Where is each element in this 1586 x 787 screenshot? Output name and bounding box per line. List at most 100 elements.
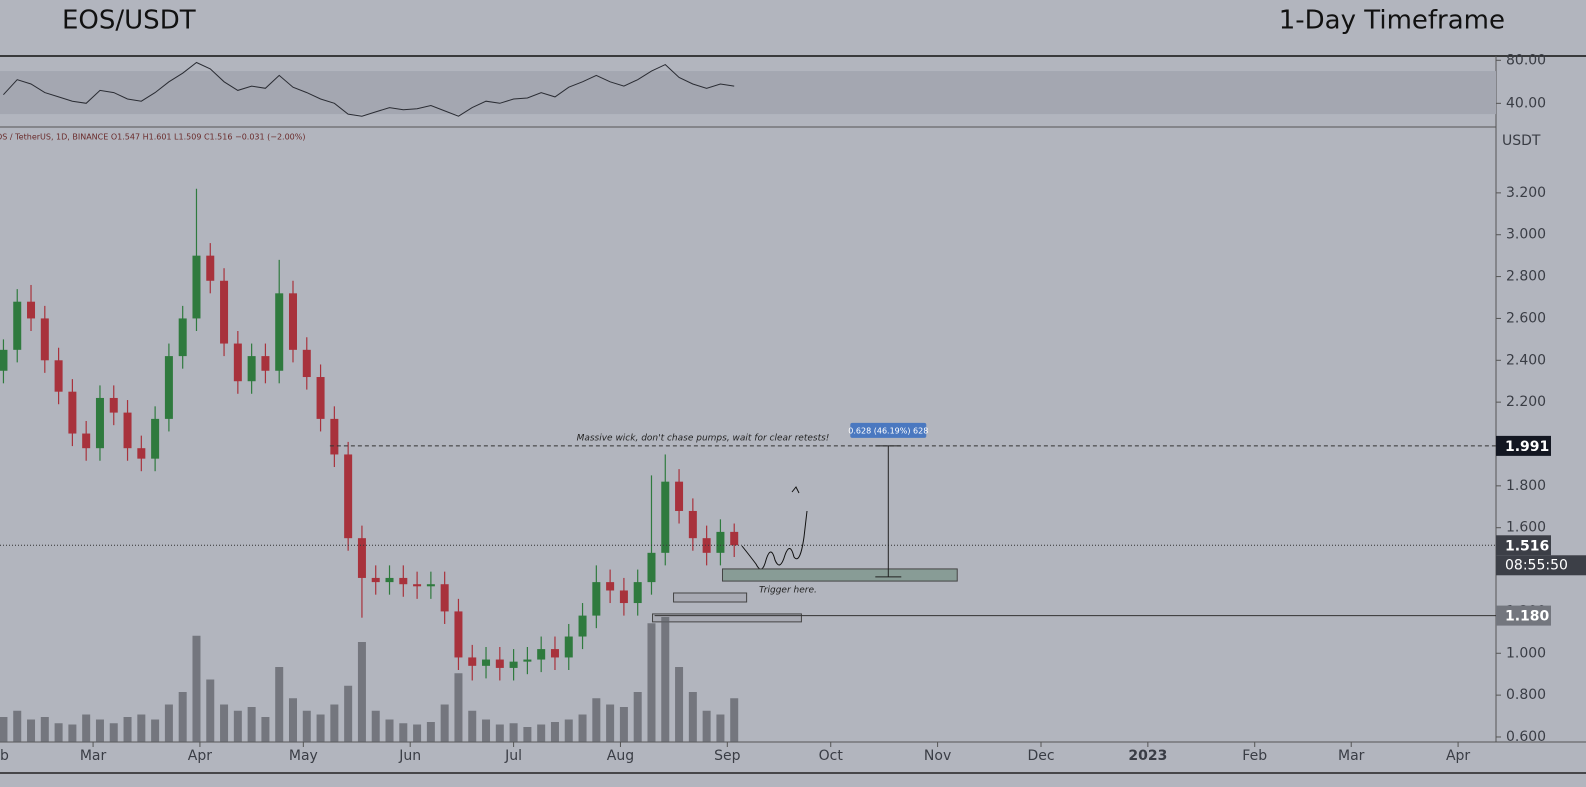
volume-bar [578,714,587,742]
x-tick-label: Apr [1446,748,1470,764]
price-tag [1496,605,1551,626]
candle-body [95,397,104,449]
volume-bar [357,642,366,742]
volume-bar [137,714,146,742]
volume-bar [233,710,242,742]
volume-bar [647,623,656,742]
candle-body [68,391,77,434]
candle-body [523,659,532,662]
candle-body [54,360,63,392]
volume-bar [385,719,394,742]
y-tick-label: 3.000 [1506,227,1546,243]
volume-bar [413,724,422,742]
x-tick-label: Oct [819,748,844,764]
candle-body [330,418,339,455]
projection-path [741,510,808,570]
y-tick-label: 3.200 [1506,185,1546,201]
candle-body [137,448,146,459]
price-tag-label: 1.180 [1505,609,1550,625]
candle-body [247,356,256,382]
volume-bar [54,723,63,742]
candle-body [109,397,118,413]
candle-body [357,538,366,578]
volume-bar [109,723,118,742]
price-tag-label: 1.516 [1505,538,1549,554]
volume-bar [564,719,573,742]
candle-body [675,481,684,511]
candle-body [702,538,711,553]
candle-body [716,531,725,553]
candle-body [495,659,504,668]
annotation: Massive wick, don't chase pumps, wait fo… [577,434,830,444]
candle-body [633,582,642,604]
candle-body [564,636,573,658]
candle-body [647,552,656,583]
volume-bar [716,714,725,742]
y-tick-label: 0.600 [1506,729,1546,745]
volume-bar [247,707,256,742]
volume-bar [619,707,628,742]
y-tick-label: 2.200 [1506,394,1546,410]
candle-body [220,280,229,344]
volume-bar [523,727,532,742]
volume-bar [275,667,284,742]
plot-area [0,61,1496,742]
candle-body [509,661,518,668]
volume-bar [151,719,160,742]
countdown: 08:55:50 [1505,557,1568,573]
y-tick-label: 2.400 [1506,352,1546,368]
candle-body [164,356,173,419]
volume-bar [123,717,132,742]
volume-bar [302,710,311,742]
x-tick-label: Feb [1242,748,1267,764]
volume-bar [261,717,270,742]
volume-bar [27,719,36,742]
volume-bar [675,667,684,742]
volume-bar [178,692,187,742]
countdown-bg [1496,555,1586,576]
volume-bar [288,698,297,742]
x-tick-label: May [289,748,318,764]
candle-body [592,582,601,616]
rsi-line [3,61,735,117]
measure-label: 0.628 (46.19%) 628 [848,426,928,435]
title: EOS/USDT [62,6,196,36]
x-tick-label: Apr [188,748,212,764]
candle-body [123,412,132,449]
x-tick-label: Sep [714,748,741,764]
candle-body [82,433,91,449]
volume-bar [330,704,339,742]
volume-bar [440,704,449,742]
measure-label-bg [850,422,927,438]
candle-body [606,582,615,591]
volume-bar [82,714,91,742]
candle-body [730,531,739,546]
annotation: Trigger here. [759,586,817,596]
volume-bar [454,673,463,742]
volume-bar [192,635,201,742]
y-tick-label: 2.600 [1506,310,1546,326]
candle-body [27,301,36,319]
candle-body [206,255,215,281]
candle-body [688,510,697,539]
y-tick-label: 0.800 [1506,687,1546,703]
candle-body [13,301,22,350]
volume-bar [537,724,546,742]
y-tick-label: 1.000 [1506,645,1546,661]
candle-body [151,418,160,459]
candle-body [40,318,49,361]
candle-body [261,356,270,371]
volume-bar [606,704,615,742]
x-tick-label: Mar [1338,748,1365,764]
volume-bar [95,719,104,742]
x-tick-label: Dec [1027,748,1054,764]
volume-bar [316,714,325,742]
volume-bar [688,692,697,742]
candle-body [385,577,394,583]
candle-body [537,649,546,660]
volume-bar [592,698,601,742]
x-tick-label: Nov [924,748,951,764]
volume-bar [633,692,642,742]
candle-body [233,343,242,382]
